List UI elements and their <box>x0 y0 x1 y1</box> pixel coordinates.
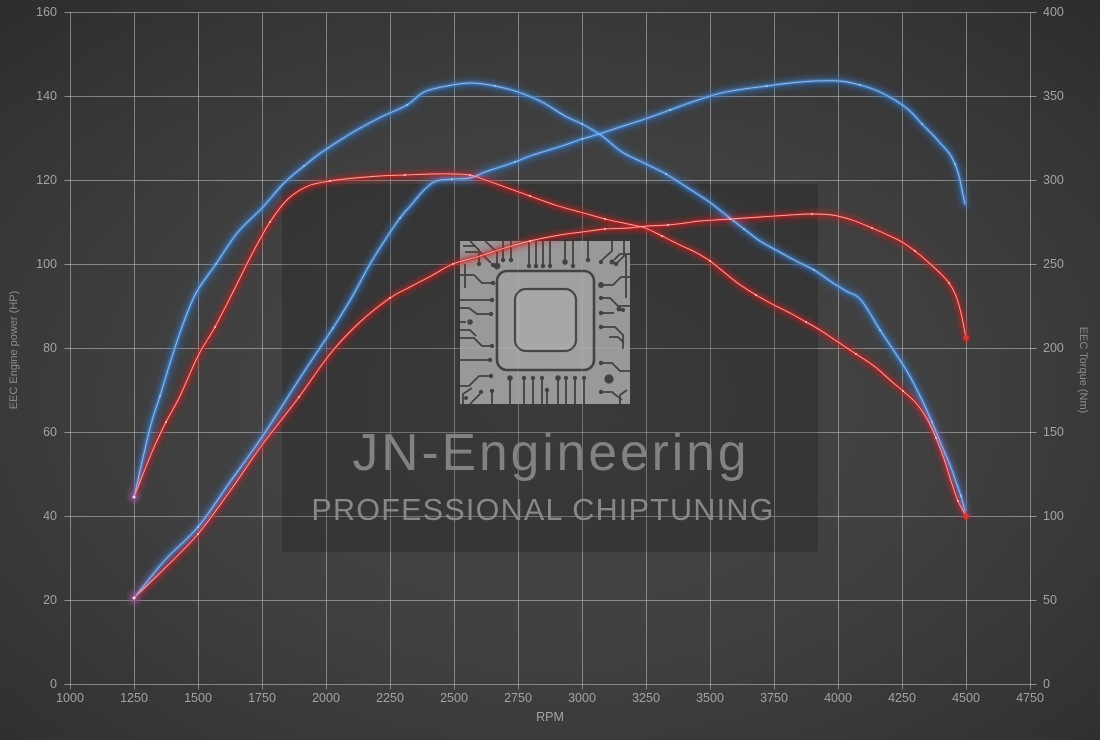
svg-text:250: 250 <box>1043 257 1064 271</box>
svg-text:300: 300 <box>1043 173 1064 187</box>
svg-text:160: 160 <box>36 5 57 19</box>
svg-text:1750: 1750 <box>248 691 276 705</box>
svg-text:400: 400 <box>1043 5 1064 19</box>
svg-text:RPM: RPM <box>536 710 564 724</box>
svg-text:1500: 1500 <box>184 691 212 705</box>
svg-text:150: 150 <box>1043 425 1064 439</box>
svg-text:2000: 2000 <box>312 691 340 705</box>
svg-text:2250: 2250 <box>376 691 404 705</box>
svg-text:2750: 2750 <box>504 691 532 705</box>
svg-text:0: 0 <box>1043 677 1050 691</box>
svg-text:80: 80 <box>43 341 57 355</box>
svg-text:200: 200 <box>1043 341 1064 355</box>
svg-text:0: 0 <box>50 677 57 691</box>
svg-text:1000: 1000 <box>56 691 84 705</box>
svg-text:PROFESSIONAL CHIPTUNING: PROFESSIONAL CHIPTUNING <box>311 493 774 527</box>
svg-text:100: 100 <box>36 257 57 271</box>
svg-text:3250: 3250 <box>632 691 660 705</box>
svg-text:1250: 1250 <box>120 691 148 705</box>
svg-text:3000: 3000 <box>568 691 596 705</box>
svg-text:EEC Engine power (HP): EEC Engine power (HP) <box>8 291 20 410</box>
svg-text:20: 20 <box>43 593 57 607</box>
svg-text:120: 120 <box>36 173 57 187</box>
svg-text:4000: 4000 <box>824 691 852 705</box>
svg-text:4250: 4250 <box>888 691 916 705</box>
svg-text:4500: 4500 <box>952 691 980 705</box>
svg-text:JN-Engineering: JN-Engineering <box>353 423 750 481</box>
svg-text:350: 350 <box>1043 89 1064 103</box>
svg-text:60: 60 <box>43 425 57 439</box>
svg-text:40: 40 <box>43 509 57 523</box>
svg-text:EEC Torque (Nm): EEC Torque (Nm) <box>1077 327 1089 414</box>
svg-text:140: 140 <box>36 89 57 103</box>
svg-text:4750: 4750 <box>1016 691 1044 705</box>
svg-text:3750: 3750 <box>760 691 788 705</box>
svg-text:100: 100 <box>1043 509 1064 523</box>
svg-text:50: 50 <box>1043 593 1057 607</box>
svg-text:2500: 2500 <box>440 691 468 705</box>
svg-text:3500: 3500 <box>696 691 724 705</box>
